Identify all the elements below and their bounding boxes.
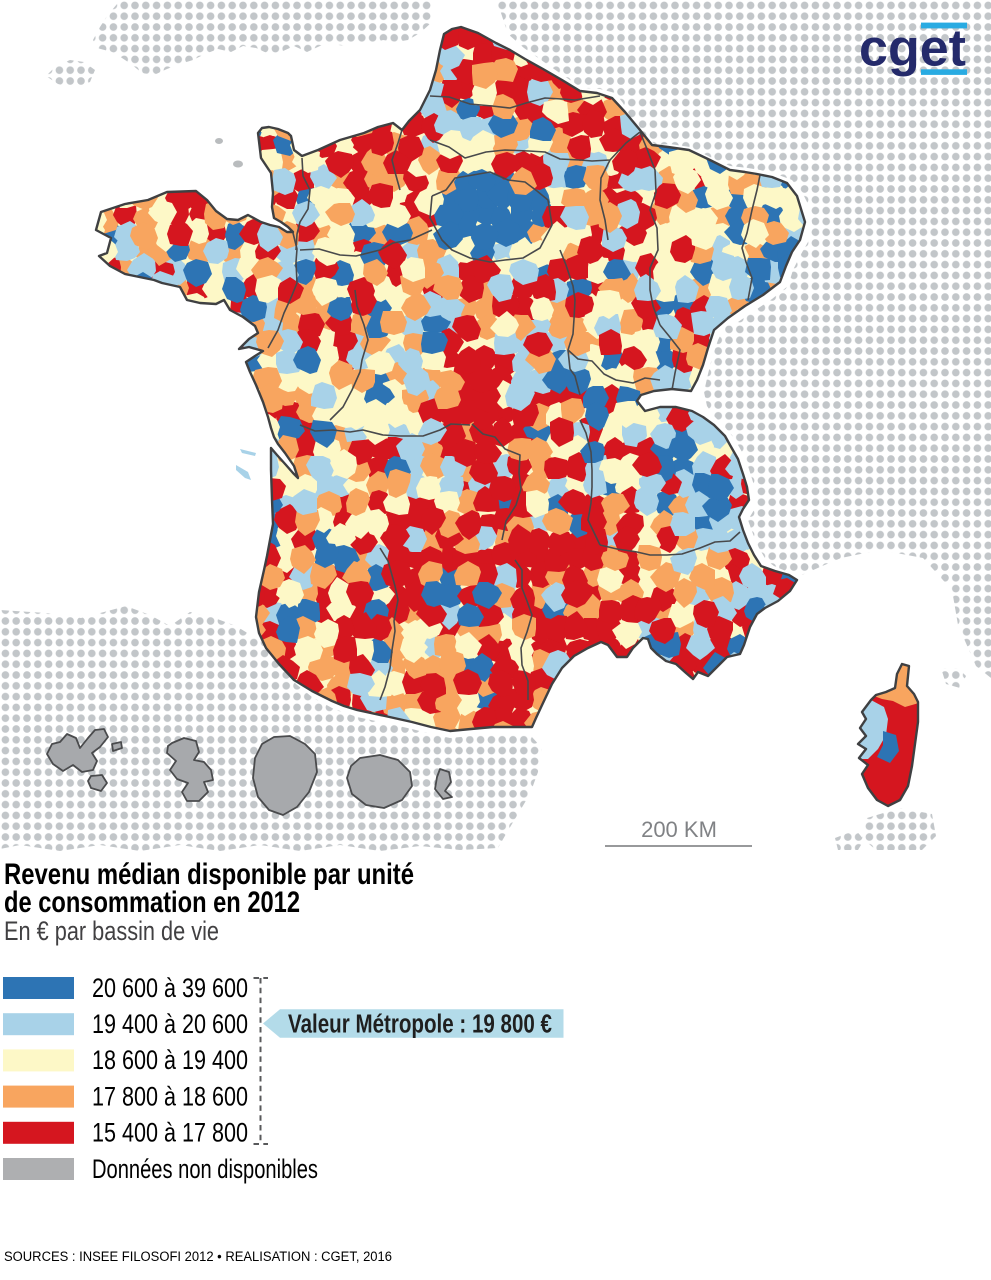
svg-text:SOURCES : INSEE FILOSOFI 2012: SOURCES : INSEE FILOSOFI 2012 • REALISAT… [4,1249,392,1264]
svg-text:de consommation en 2012: de consommation en 2012 [4,886,300,919]
svg-text:200 KM: 200 KM [641,817,717,842]
svg-text:Revenu médian disponible par u: Revenu médian disponible par unité [4,858,414,891]
svg-text:Données non disponibles: Données non disponibles [92,1154,318,1184]
svg-text:En € par bassin de vie: En € par bassin de vie [4,916,219,946]
svg-text:18 600 à 19 400: 18 600 à 19 400 [92,1045,248,1075]
svg-text:17 800 à 18 600: 17 800 à 18 600 [92,1081,248,1111]
svg-text:19 400 à 20 600: 19 400 à 20 600 [92,1009,248,1039]
svg-text:15 400 à 17 800: 15 400 à 17 800 [92,1118,248,1148]
svg-text:20 600 à 39 600: 20 600 à 39 600 [92,973,248,1003]
svg-text:cget: cget [859,20,966,78]
svg-text:Valeur Métropole : 19 800 €: Valeur Métropole : 19 800 € [288,1011,552,1039]
